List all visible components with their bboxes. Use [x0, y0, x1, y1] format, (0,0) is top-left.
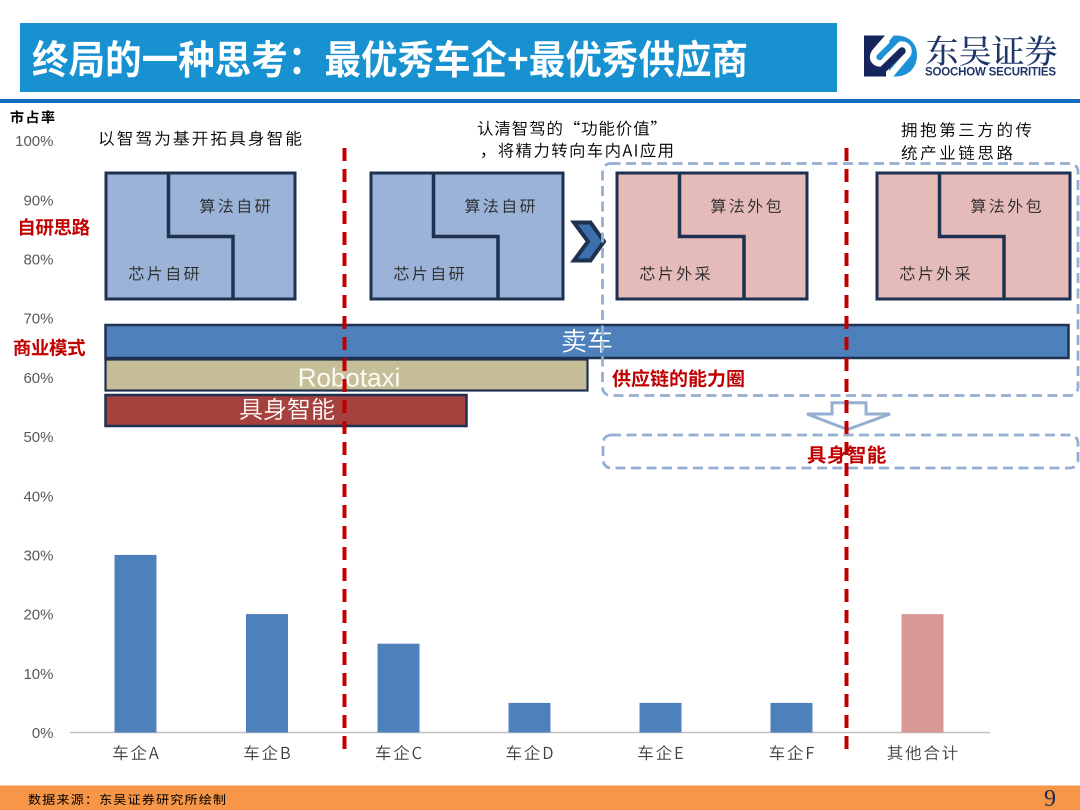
svg-text:30%: 30% [23, 548, 53, 565]
svg-text:9: 9 [1044, 786, 1056, 810]
svg-text:80%: 80% [23, 252, 53, 269]
svg-text:20%: 20% [23, 607, 53, 624]
svg-text:0%: 0% [32, 725, 54, 742]
svg-text:90%: 90% [23, 192, 53, 209]
svg-text:40%: 40% [23, 488, 53, 505]
svg-text:SOOCHOW SECURITIES: SOOCHOW SECURITIES [925, 67, 1056, 79]
svg-text:Robotaxi: Robotaxi [298, 363, 401, 393]
svg-text:50%: 50% [23, 429, 53, 446]
svg-text:70%: 70% [23, 311, 53, 328]
svg-text:10%: 10% [23, 666, 53, 683]
svg-text:60%: 60% [23, 370, 53, 387]
svg-text:100%: 100% [15, 133, 53, 150]
